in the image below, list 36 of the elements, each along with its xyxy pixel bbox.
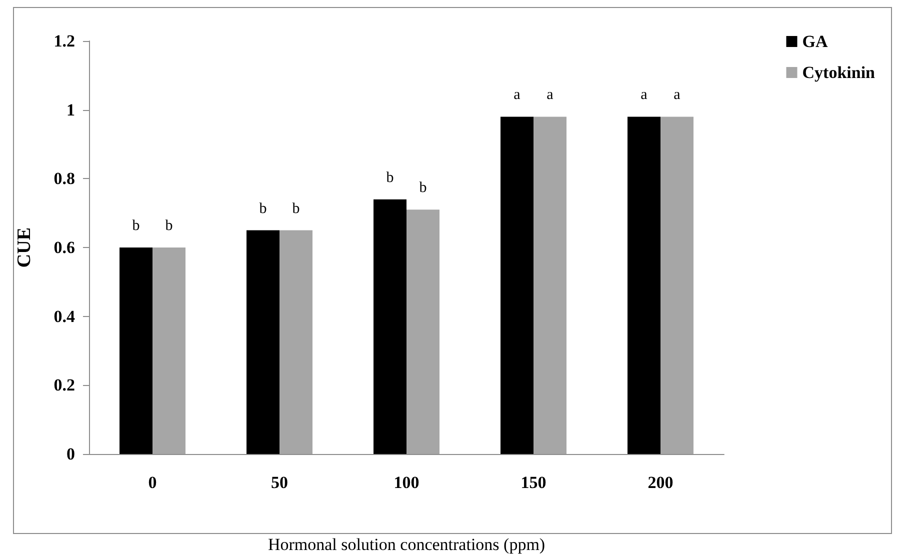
y-axis-title: CUE [14, 227, 35, 268]
bar [246, 230, 280, 454]
y-tick-label: 0.6 [54, 238, 75, 257]
y-tick-label: 0.2 [54, 376, 75, 395]
data-label: a [674, 87, 681, 104]
y-tick-label: 1.2 [54, 32, 75, 50]
bar [534, 116, 566, 454]
x-tick-label: 150 [520, 473, 546, 492]
data-label: b [386, 170, 394, 186]
bar [152, 248, 186, 454]
y-tick-label: 0.4 [54, 306, 76, 326]
data-label: a [514, 87, 521, 104]
x-tick-label: 200 [648, 473, 674, 492]
x-tick-label: 0 [148, 473, 157, 492]
legend-label: Cytokinin [802, 63, 876, 82]
data-label: b [165, 218, 173, 234]
data-label: b [132, 218, 140, 234]
x-axis-title: Hormonal solution concentrations (ppm) [268, 535, 546, 554]
y-tick-label: 1 [66, 100, 75, 120]
data-label: a [640, 87, 648, 104]
data-label: b [419, 180, 427, 196]
bar [500, 116, 534, 454]
bar [280, 230, 312, 454]
data-label: b [292, 200, 300, 217]
legend-label: GA [802, 32, 828, 51]
bar [120, 248, 152, 454]
x-tick-label: 100 [394, 473, 420, 492]
bar [628, 116, 660, 454]
y-tick-label: 0.8 [54, 169, 75, 188]
data-label: a [546, 87, 554, 104]
bar [406, 210, 440, 454]
bar [374, 199, 406, 454]
x-tick-label: 50 [271, 473, 288, 492]
bar [660, 116, 694, 454]
y-tick-label: 0 [66, 444, 75, 464]
data-label: b [259, 200, 267, 217]
